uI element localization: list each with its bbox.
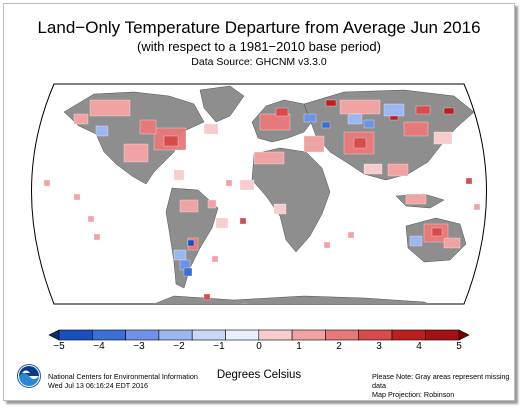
org-name: National Centers for Environmental Infor… [48, 372, 198, 381]
map-figure: Land−Only Temperature Departure from Ave… [3, 3, 515, 401]
tick-label: 3 [376, 341, 382, 352]
tick-label: 0 [256, 341, 262, 352]
tick-label: 1 [296, 341, 302, 352]
map-subtitle: (with respect to a 1981−2010 base period… [137, 39, 381, 54]
anomaly-cells [43, 99, 487, 304]
legend-unit-label: Degrees Celsius [216, 369, 302, 381]
color-legend [48, 329, 470, 341]
missing-data-note: Please Note: Gray areas represent missin… [372, 372, 510, 390]
greenland-land [199, 85, 245, 123]
tick-label: −4 [93, 341, 105, 352]
tick-label: −5 [53, 341, 65, 352]
tick-label: 5 [456, 341, 462, 352]
world-map [31, 83, 487, 341]
footer-credits: National Centers for Environmental Infor… [48, 372, 198, 390]
tick-label: 2 [336, 341, 342, 352]
generated-timestamp: Wed Jul 13 06:16:24 EDT 2016 [48, 381, 149, 390]
tick-label: −2 [173, 341, 185, 352]
footer-notes: Please Note: Gray areas represent missin… [372, 372, 514, 399]
noaa-logo-icon [17, 364, 41, 388]
tick-label: 4 [416, 341, 422, 352]
data-source: Data Source: GHCNM v3.3.0 [191, 56, 327, 68]
antarctica-land [153, 295, 445, 304]
projection-note: Map Projection: Robinson [372, 390, 455, 399]
tick-label: −3 [133, 341, 145, 352]
legend-ticks: −5 −4 −3 −2 −1 0 1 2 3 4 5 [4, 341, 514, 355]
map-title: Land−Only Temperature Departure from Ave… [37, 18, 481, 37]
tick-label: −1 [213, 341, 225, 352]
